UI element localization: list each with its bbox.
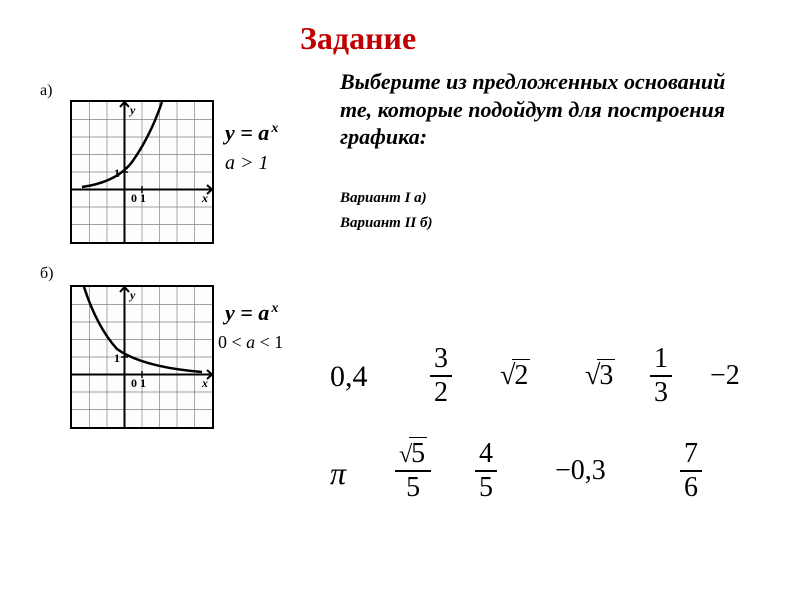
frac-den: 3 <box>650 377 672 407</box>
graph-b: 0 1 1 x y <box>70 285 214 429</box>
graph-a: 0 1 1 x y <box>70 100 214 244</box>
svg-text:1: 1 <box>114 166 120 180</box>
svg-text:0: 0 <box>131 191 137 205</box>
frac-num: √5 <box>395 440 431 472</box>
eq-b-exp: x <box>269 301 278 316</box>
value-sqrt2: √2 <box>500 360 530 392</box>
value-1-3: 13 <box>650 345 672 407</box>
value-4-5: 45 <box>475 440 497 502</box>
value-neg2: −2 <box>710 360 740 392</box>
svg-text:1: 1 <box>140 191 146 205</box>
variant-2: Вариант II б) <box>340 215 433 232</box>
svg-text:0: 0 <box>131 376 137 390</box>
frac-den: 2 <box>430 377 452 407</box>
eq-b-base: y = a <box>225 300 269 325</box>
page-title: Задание <box>300 20 416 57</box>
frac-den: 5 <box>395 472 431 502</box>
eq-a-exp: x <box>269 121 278 136</box>
instruction-text: Выберите из предложенных оснований те, к… <box>340 68 760 151</box>
equation-b: y = ax <box>225 300 278 326</box>
frac-den: 5 <box>475 472 497 502</box>
equation-a: y = ax <box>225 120 278 146</box>
svg-text:y: y <box>128 288 136 302</box>
frac-num: 7 <box>680 440 702 472</box>
frac-num: 4 <box>475 440 497 472</box>
eq-a-base: y = a <box>225 120 269 145</box>
variant-1: Вариант I а) <box>340 190 427 207</box>
svg-text:1: 1 <box>114 351 120 365</box>
value-sqrt3: √3 <box>585 360 615 392</box>
value-pi: π <box>330 455 346 492</box>
svg-text:x: x <box>201 376 208 390</box>
graph-b-svg: 0 1 1 x y <box>72 287 212 427</box>
frac-num: 3 <box>430 345 452 377</box>
frac-den: 6 <box>680 472 702 502</box>
panel-b-label: б) <box>40 265 53 283</box>
svg-text:y: y <box>128 103 136 117</box>
condition-a: a > 1 <box>225 152 269 175</box>
graph-a-svg: 0 1 1 x y <box>72 102 212 242</box>
svg-text:x: x <box>201 191 208 205</box>
value-7-6: 76 <box>680 440 702 502</box>
value-neg0-3: −0,3 <box>555 455 606 487</box>
svg-text:1: 1 <box>140 376 146 390</box>
value-3-2: 32 <box>430 345 452 407</box>
value-sqrt5-5: √5 5 <box>395 440 431 502</box>
condition-b: 0 < a < 1 <box>218 332 283 353</box>
panel-a-label: а) <box>40 82 52 100</box>
value-0-4: 0,4 <box>330 360 368 394</box>
frac-num: 1 <box>650 345 672 377</box>
